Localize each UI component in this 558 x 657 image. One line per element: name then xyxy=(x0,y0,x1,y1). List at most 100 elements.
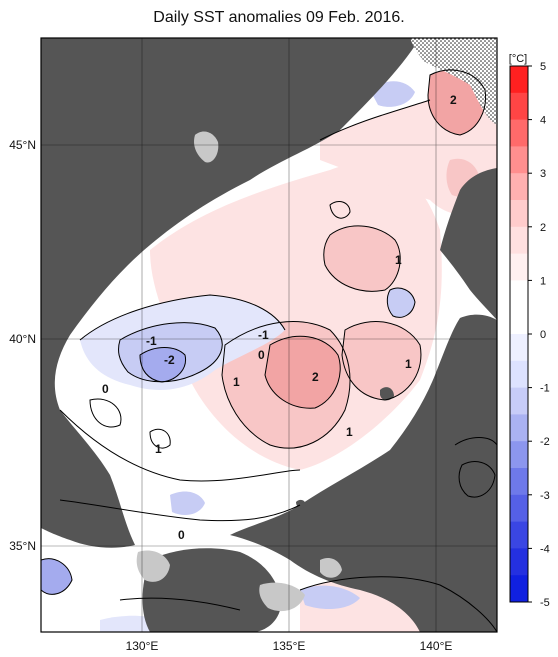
colorbar-cell xyxy=(510,200,528,228)
colorbar-tick-label: -1 xyxy=(540,383,550,395)
contour-label: 0 xyxy=(178,528,185,542)
japan-kyushu xyxy=(142,548,281,632)
japan-hokkaido xyxy=(440,168,497,320)
contour-line xyxy=(386,287,416,318)
colorbar-tick-label: 0 xyxy=(540,329,546,341)
contour-label: 1 xyxy=(233,375,240,389)
colorbar-tick-label: 5 xyxy=(540,61,546,73)
lat-tick-label: 35°N xyxy=(9,539,36,553)
contour-label: 0 xyxy=(102,382,109,396)
colorbar-cell xyxy=(510,92,528,121)
colorbar-cell xyxy=(510,360,528,389)
contour-line xyxy=(139,347,187,383)
contour-labels: 2 1 -1 -1 -2 0 0 1 2 1 0 1 1 xyxy=(102,93,457,542)
negative-anomaly-region xyxy=(370,81,415,107)
contour-line xyxy=(149,428,171,449)
negative-anomaly-region xyxy=(387,288,415,318)
colorbar-tick-label: -2 xyxy=(540,436,550,448)
contour-label: 0 xyxy=(258,348,265,362)
contour-label: 1 xyxy=(155,442,162,456)
colorbar-tick-label: 2 xyxy=(540,222,546,234)
contour-label: 1 xyxy=(405,357,412,371)
shikoku-area xyxy=(259,582,305,612)
colorbar-cell xyxy=(510,253,528,281)
colorbar-cell xyxy=(510,280,528,308)
contour-line xyxy=(264,335,341,409)
contour-label: 1 xyxy=(346,425,353,439)
contour-line xyxy=(89,398,122,428)
contour-line xyxy=(221,321,351,449)
colorbar-cell xyxy=(510,468,528,496)
negative-anomaly-region xyxy=(300,585,360,610)
contour-line xyxy=(299,576,497,632)
contours xyxy=(41,69,497,632)
contour-line xyxy=(458,461,496,498)
colorbar-tick-label: -5 xyxy=(540,597,550,609)
negative-anomaly-region xyxy=(170,491,205,515)
positive-anomaly-region xyxy=(265,336,341,409)
contour-label: -1 xyxy=(258,328,269,342)
lat-tick-label: 45°N xyxy=(9,138,36,152)
colorbar-cell xyxy=(510,307,528,335)
colorbar-tick-label: 4 xyxy=(540,115,546,127)
contour-line xyxy=(59,409,301,482)
contour-label: 2 xyxy=(312,370,319,384)
lat-lon-grid xyxy=(41,38,497,632)
colorbar-cell xyxy=(510,146,528,174)
masked-land xyxy=(136,131,342,612)
contour-label: 2 xyxy=(450,93,457,107)
kii-area xyxy=(320,558,342,578)
negative-anomaly-region xyxy=(140,347,186,382)
colorbar-cell xyxy=(510,226,528,255)
contour-line xyxy=(59,499,301,522)
contour-line xyxy=(323,225,401,292)
contour-line xyxy=(41,558,73,595)
map-title: Daily SST anomalies 09 Feb. 2016. xyxy=(153,9,405,26)
lon-tick-label: 130°E xyxy=(126,639,159,653)
contour-line xyxy=(329,201,351,219)
contour-label: 1 xyxy=(395,253,402,267)
axis-ticks: 130°E 135°E 140°E 45°N 40°N 35°N xyxy=(9,138,452,653)
contour-line xyxy=(79,294,286,341)
colorbar-tick-label: -3 xyxy=(540,490,550,502)
colorbar-tick-label: -4 xyxy=(540,543,550,555)
land xyxy=(41,38,497,632)
lake-khanka xyxy=(194,131,219,163)
colorbar-cell xyxy=(510,387,528,415)
asian-continent xyxy=(41,38,420,548)
positive-anomaly-region xyxy=(323,225,401,292)
contour-line xyxy=(427,69,487,136)
anomaly-fills xyxy=(41,60,497,632)
contour-line xyxy=(319,99,431,141)
colorbar-tick-label: 1 xyxy=(540,275,546,287)
positive-anomaly-region xyxy=(342,321,421,400)
lon-tick-label: 140°E xyxy=(420,639,453,653)
colorbar-cell xyxy=(510,494,528,523)
colorbar-cell xyxy=(510,173,528,201)
colorbar-cell xyxy=(510,441,528,469)
colorbar-cells xyxy=(510,66,528,603)
colorbar-cell xyxy=(510,521,528,549)
colorbar-unit: [°C] xyxy=(509,53,527,65)
sado-island xyxy=(380,387,394,401)
colorbar-cell xyxy=(510,66,528,94)
contour-line xyxy=(454,437,497,446)
colorbar-tick-label: 3 xyxy=(540,168,546,180)
lon-tick-label: 135°E xyxy=(273,639,306,653)
sea-ice-hatch xyxy=(410,38,497,125)
lat-tick-label: 40°N xyxy=(9,332,36,346)
map-frame xyxy=(40,37,498,633)
colorbar-cell xyxy=(510,575,528,603)
japan-honshu xyxy=(230,314,497,632)
negative-anomaly-region xyxy=(41,558,72,595)
colorbar: [°C] 5 4 3 2 1 0 -1 -2 -3 -4 -5 xyxy=(509,53,550,609)
colorbar-cell xyxy=(510,119,528,147)
tsushima-area xyxy=(136,550,170,582)
contour-line xyxy=(119,597,241,611)
contour-label: -1 xyxy=(146,334,157,348)
colorbar-tick-labels: 5 4 3 2 1 0 -1 -2 -3 -4 -5 xyxy=(528,61,550,609)
colorbar-cell xyxy=(510,414,528,442)
colorbar-cell xyxy=(510,334,528,362)
contour-line xyxy=(118,322,223,383)
